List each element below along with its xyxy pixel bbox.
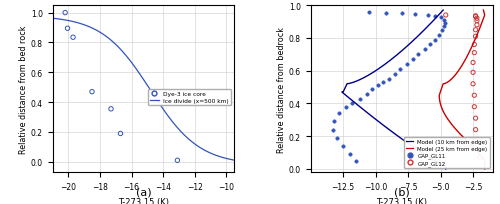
Point: [442, 14, 450, 18]
Point: [396, 68, 404, 71]
X-axis label: T-273.15 (K): T-273.15 (K): [118, 196, 169, 204]
Y-axis label: Relative distance from bed rock: Relative distance from bed rock: [19, 25, 28, 153]
Point: [472, 35, 480, 39]
Point: [368, 88, 376, 91]
Point: [382, 12, 390, 15]
Point: [348, 102, 356, 105]
Legend: Model (10 km from edge), Model (25 km from edge), GAP_GL11, GAP_GL12: Model (10 km from edge), Model (25 km fr…: [404, 137, 490, 168]
Point: [440, 19, 448, 22]
X-axis label: T-273.15 (K): T-273.15 (K): [376, 196, 427, 204]
Point: [380, 81, 388, 84]
Point: [470, 105, 478, 109]
Point: [88, 91, 96, 94]
Point: [469, 83, 477, 86]
Text: (a): (a): [136, 187, 151, 197]
Point: [426, 44, 434, 47]
Point: [470, 94, 478, 97]
Point: [470, 44, 478, 47]
Point: [336, 112, 344, 115]
Point: [472, 117, 480, 120]
Point: [432, 39, 440, 42]
Point: [432, 15, 440, 18]
Point: [391, 73, 399, 76]
Legend: Dye-3 ice core, Ice divide (x=500 km): Dye-3 ice core, Ice divide (x=500 km): [148, 89, 232, 106]
Point: [64, 28, 72, 31]
Point: [476, 156, 484, 159]
Point: [346, 153, 354, 156]
Point: [441, 22, 449, 26]
Point: [374, 84, 382, 88]
Point: [107, 108, 115, 111]
Point: [410, 58, 418, 62]
Point: [403, 63, 411, 67]
Point: [469, 62, 477, 65]
Point: [472, 128, 480, 132]
Point: [342, 105, 349, 109]
Point: [436, 17, 444, 20]
Point: [474, 148, 482, 151]
Point: [473, 20, 481, 23]
Point: [472, 15, 480, 18]
Point: [352, 159, 360, 163]
Point: [330, 120, 338, 123]
Point: [436, 34, 444, 37]
Point: [473, 24, 481, 27]
Point: [362, 92, 370, 96]
Point: [61, 12, 69, 15]
Point: [414, 53, 422, 57]
Point: [473, 18, 481, 21]
Y-axis label: Relative distance from bedrock: Relative distance from bedrock: [277, 27, 286, 152]
Point: [473, 138, 481, 141]
Point: [469, 71, 477, 75]
Point: [398, 13, 406, 16]
Point: [421, 49, 429, 52]
Point: [69, 36, 77, 40]
Point: [332, 136, 340, 140]
Point: [424, 14, 432, 18]
Point: [410, 13, 418, 17]
Point: [339, 145, 347, 148]
Point: [472, 16, 480, 19]
Point: [470, 52, 478, 55]
Point: [365, 11, 373, 14]
Point: [329, 128, 337, 132]
Point: [116, 132, 124, 135]
Point: [438, 29, 446, 32]
Point: [384, 78, 392, 81]
Point: [174, 159, 182, 162]
Point: [472, 29, 480, 32]
Point: [440, 26, 448, 29]
Point: [356, 97, 364, 101]
Text: (b): (b): [394, 187, 409, 197]
